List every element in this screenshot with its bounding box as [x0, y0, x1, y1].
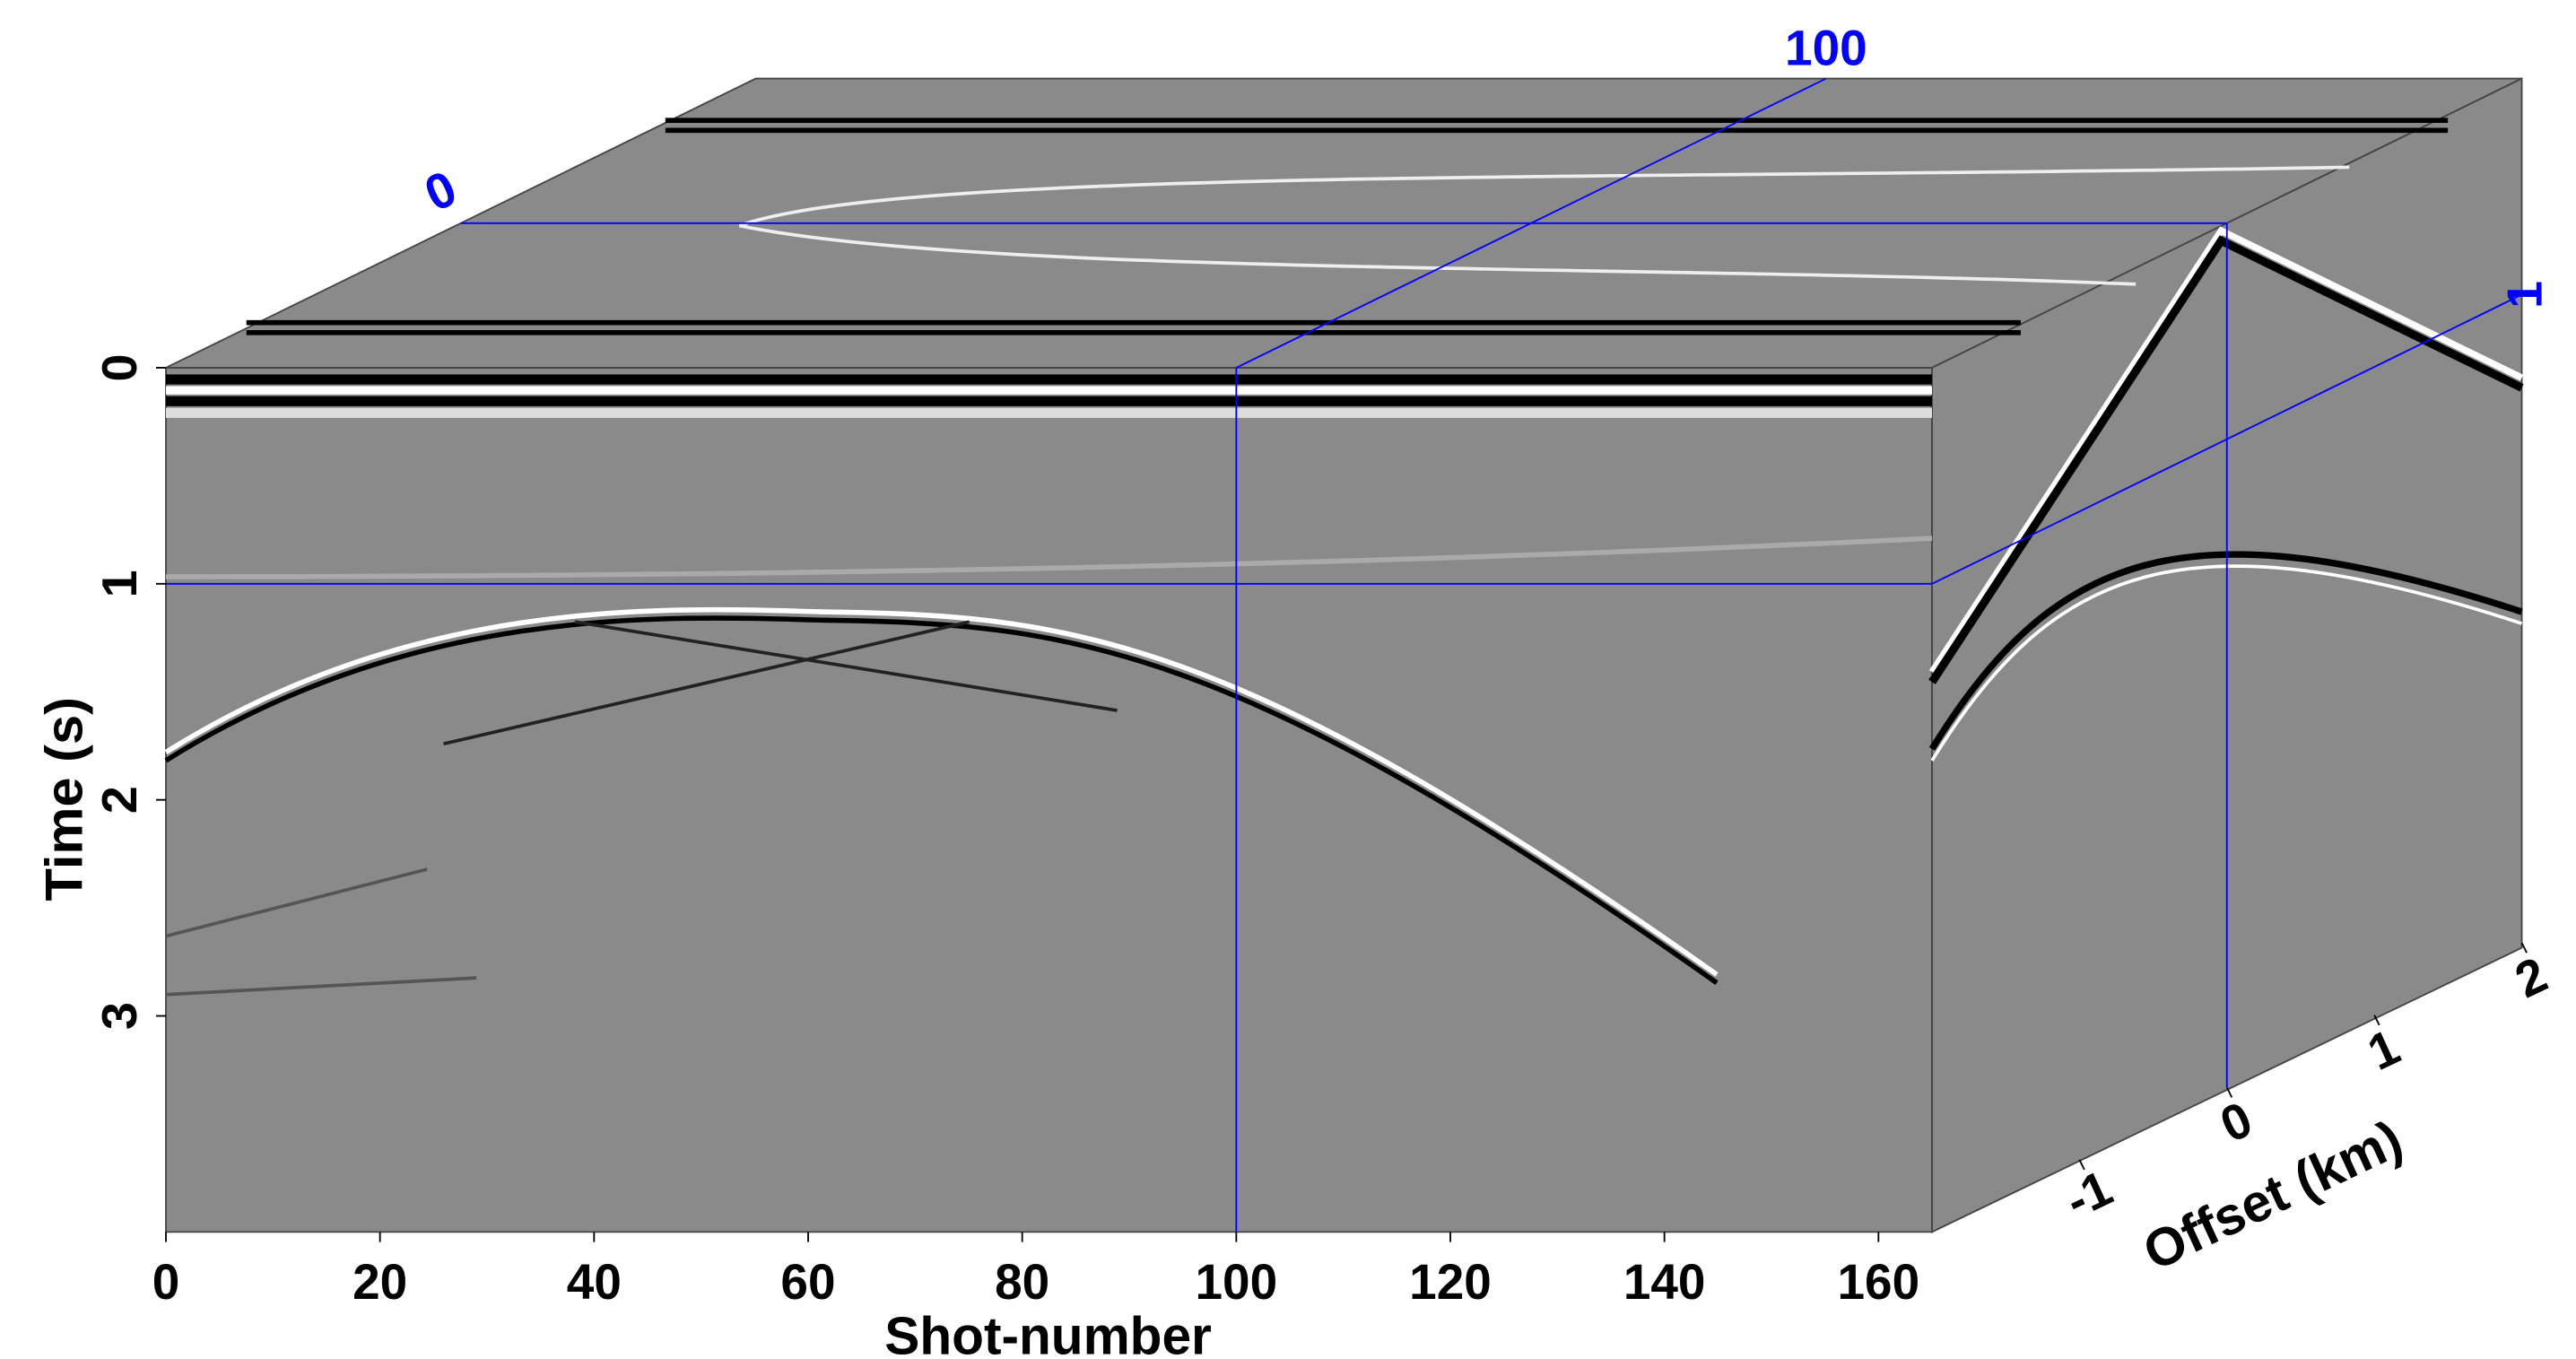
- x-tick-label: 60: [780, 1253, 835, 1310]
- y-tick-label: 2: [91, 786, 146, 814]
- seismic-texture: [164, 118, 2524, 997]
- z-tick: [2225, 1086, 2233, 1098]
- slice-label: 1: [2497, 281, 2552, 309]
- x-tick-label: 40: [567, 1253, 622, 1310]
- event: [443, 620, 1118, 746]
- x-axis-label: Shot-number: [884, 1305, 1212, 1359]
- x-tick-label: 0: [152, 1253, 180, 1310]
- front-face: [165, 367, 1933, 1233]
- band: [165, 386, 1933, 395]
- event: [1928, 235, 2524, 684]
- band: [165, 374, 1933, 385]
- x-tick-label: 80: [995, 1253, 1049, 1310]
- y-tick-label: 3: [91, 1002, 146, 1030]
- event: [738, 165, 2350, 286]
- band: [665, 118, 2449, 134]
- event: [164, 606, 1719, 977]
- z-tick-label: 2: [2507, 946, 2555, 1009]
- slice-label: 100: [1785, 20, 1867, 76]
- event: [1928, 226, 2524, 675]
- event: [1930, 564, 2523, 762]
- band: [246, 319, 2021, 335]
- x-tick-label: 20: [352, 1253, 407, 1310]
- z-tick: [2078, 1159, 2085, 1171]
- event: [164, 615, 1719, 986]
- band: [165, 407, 1933, 418]
- y-tick-label: 1: [91, 570, 146, 597]
- z-tick-label: 1: [2360, 1018, 2408, 1081]
- x-tick-label: 120: [1409, 1253, 1492, 1310]
- slice-label: 0: [416, 160, 465, 222]
- y-axis-label: Time (s): [34, 697, 93, 901]
- event: [165, 536, 1933, 579]
- z-tick-label: -1: [2058, 1159, 2120, 1229]
- y-tick-label: 0: [91, 353, 146, 381]
- z-tick-label: 0: [2212, 1091, 2260, 1154]
- z-tick: [2373, 1015, 2380, 1026]
- event: [165, 867, 477, 997]
- band: [165, 396, 1933, 406]
- event: [1928, 551, 2523, 751]
- x-tick-label: 100: [1196, 1253, 1278, 1310]
- z-axis-label: Offset (km): [2135, 1108, 2411, 1282]
- z-tick: [2520, 942, 2528, 954]
- x-tick-label: 140: [1623, 1253, 1706, 1310]
- x-tick-label: 160: [1838, 1253, 1920, 1310]
- cube-faces: [165, 77, 2523, 1233]
